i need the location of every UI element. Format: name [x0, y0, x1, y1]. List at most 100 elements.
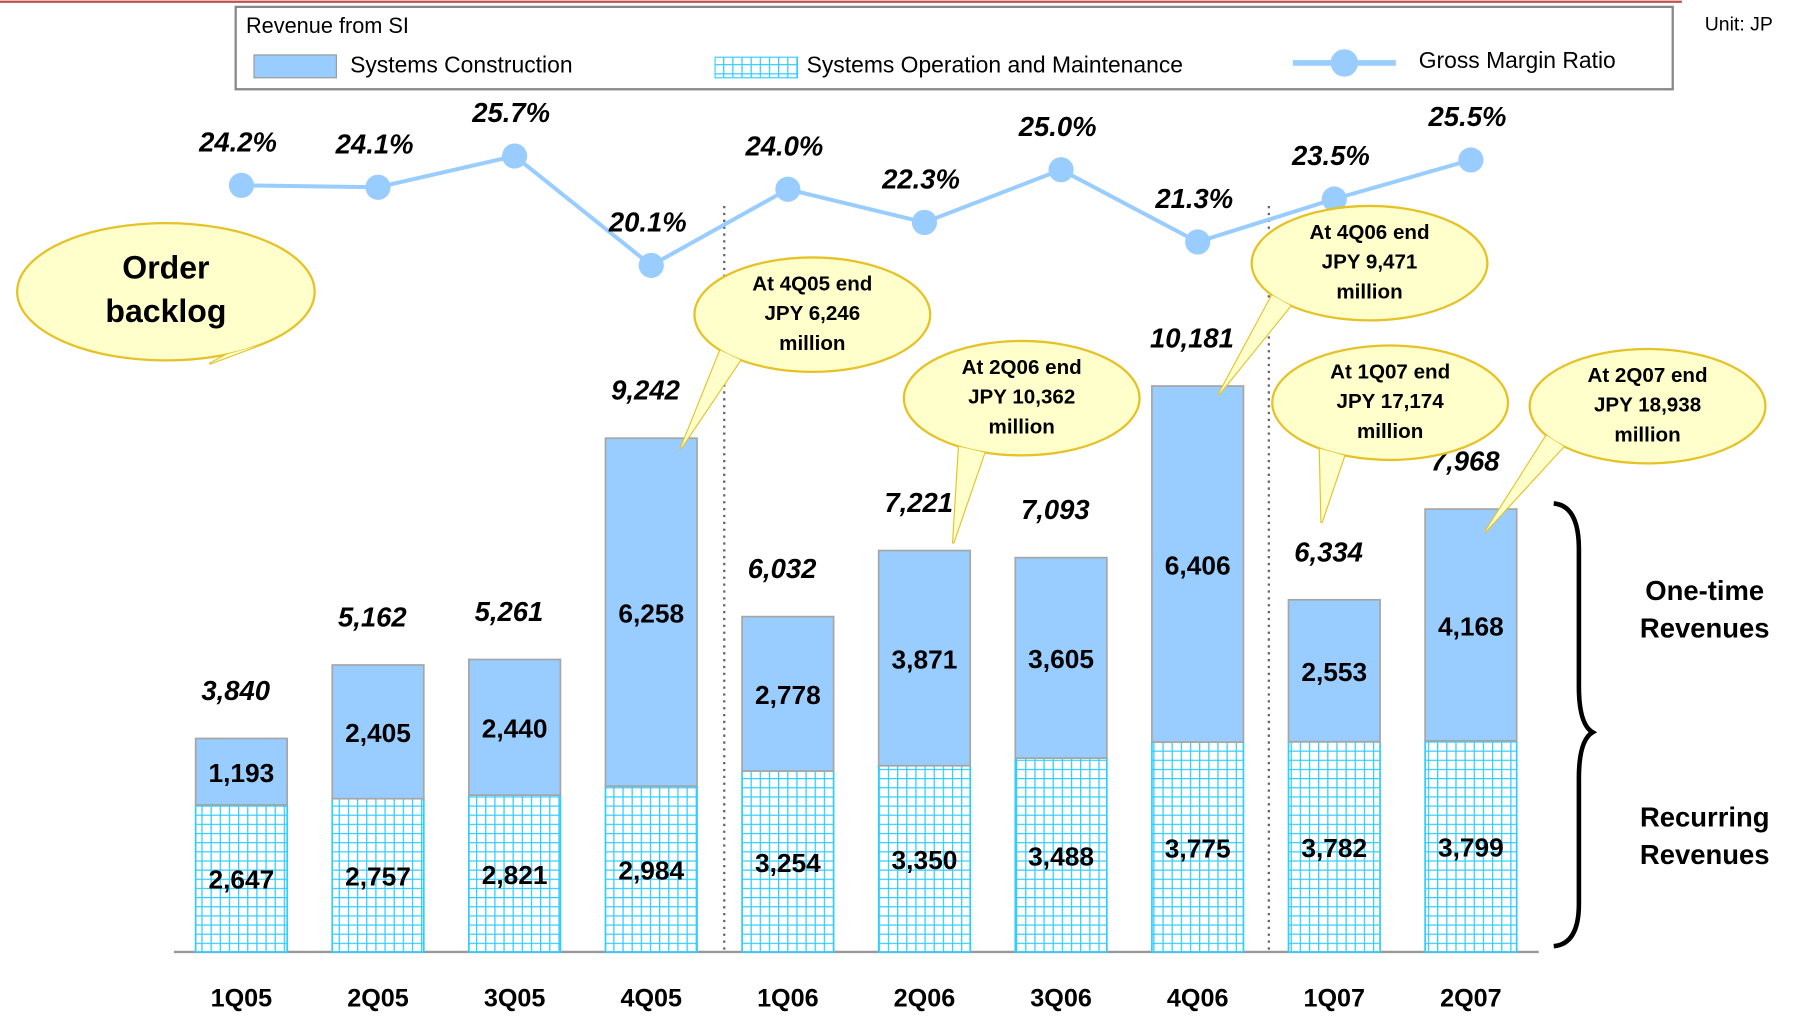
data-label: 24.2%: [198, 126, 277, 157]
bar-segment: [468, 658, 562, 796]
data-label: 3,799: [1438, 833, 1504, 863]
data-label: 24.1%: [335, 128, 414, 159]
line-point: [911, 209, 938, 236]
line-point: [1048, 157, 1074, 183]
x-tick-label: 3Q06: [1030, 985, 1092, 1013]
data-label: 4,168: [1438, 611, 1504, 641]
total-label: 5,162: [338, 601, 407, 632]
bar-segment: [331, 664, 425, 800]
data-label: 2,821: [482, 860, 548, 890]
callout: [693, 256, 932, 373]
bar-segment: [604, 785, 698, 953]
total-label: 7,221: [884, 487, 953, 518]
x-tick-label: 1Q07: [1304, 985, 1366, 1013]
legend-box: [234, 5, 1674, 91]
x-tick-label: 2Q06: [894, 985, 956, 1013]
callout-text: JPY 18,938: [1594, 394, 1701, 417]
callout-text: At 4Q06 end: [1309, 221, 1429, 244]
bar-segment: [877, 549, 972, 767]
callout: [1250, 204, 1489, 322]
callout: [1319, 448, 1345, 523]
bracket-label: Revenues: [1640, 613, 1770, 644]
data-label: 2,778: [755, 680, 821, 710]
line-point: [775, 176, 801, 202]
callout-text: At 2Q07 end: [1588, 364, 1708, 387]
bar-segment: [1014, 757, 1108, 953]
data-label: 3,488: [1028, 841, 1094, 871]
x-tick-label: 2Q07: [1440, 985, 1502, 1013]
callout-text: JPY 9,471: [1322, 251, 1418, 274]
callout-text: million: [1336, 280, 1402, 303]
legend-swatch: [1330, 49, 1359, 77]
legend-title: Revenue from SI: [246, 13, 409, 38]
bracket-label: Recurring: [1640, 801, 1770, 832]
data-label: 3,350: [892, 845, 958, 875]
total-label: 7,093: [1021, 494, 1090, 525]
line-point: [228, 172, 254, 198]
bracket-label: One-time: [1645, 575, 1764, 606]
data-label: 2,647: [209, 865, 275, 895]
data-label: 24.0%: [745, 130, 824, 161]
bar-segment: [741, 770, 835, 953]
data-label: 25.0%: [1018, 111, 1097, 142]
bar-segment: [1424, 508, 1518, 742]
bar-segment: [1151, 385, 1245, 743]
total-label: 3,840: [201, 675, 270, 706]
legend-label: Systems Construction: [350, 51, 572, 77]
data-label: 1,193: [209, 758, 275, 788]
data-label: 3,782: [1301, 833, 1367, 863]
total-label: 9,242: [611, 375, 680, 406]
callout: [16, 221, 316, 362]
data-label: 23.5%: [1291, 140, 1370, 171]
line-point: [1185, 229, 1211, 255]
callout: [953, 446, 985, 544]
bar-segment: [1424, 739, 1518, 953]
data-label: 6,406: [1165, 550, 1231, 580]
callout: [902, 339, 1141, 457]
data-label: 20.1%: [608, 206, 687, 237]
callout-title: backlog: [105, 293, 226, 329]
legend-label: Systems Operation and Maintenance: [807, 51, 1183, 77]
callout: [209, 345, 258, 364]
bar-segment: [741, 615, 835, 772]
callout-text: million: [1357, 420, 1423, 443]
data-label: 3,775: [1165, 833, 1231, 863]
callout-text: million: [779, 332, 845, 355]
unit-label: Unit: JP: [1705, 13, 1773, 35]
callout-text: million: [989, 415, 1055, 438]
callout-text: At 2Q06 end: [962, 356, 1082, 379]
total-label: 10,181: [1150, 322, 1234, 353]
callout-text: JPY 10,362: [968, 386, 1075, 409]
data-label: 3,254: [755, 848, 821, 878]
callout: [1218, 295, 1291, 395]
line-point: [502, 143, 528, 169]
data-label: 3,871: [892, 645, 958, 675]
data-label: 22.3%: [881, 164, 960, 195]
legend-swatch: [714, 56, 799, 79]
callout: [1528, 347, 1767, 465]
callout-text: At 1Q07 end: [1330, 360, 1450, 383]
x-tick-label: 1Q05: [211, 985, 273, 1013]
data-label: 2,405: [345, 718, 411, 748]
line-point: [1321, 186, 1347, 212]
callout-text: JPY 17,174: [1337, 390, 1445, 413]
bracket-label: Revenues: [1640, 839, 1770, 870]
callout-title: Order: [122, 249, 209, 285]
x-tick-label: 4Q06: [1167, 985, 1229, 1013]
data-label: 2,553: [1301, 657, 1367, 687]
total-label: 5,261: [475, 596, 544, 627]
line-point: [1458, 147, 1484, 173]
x-tick-label: 1Q06: [757, 985, 819, 1013]
callout-text: At 4Q05 end: [752, 272, 872, 295]
bar-segment: [1151, 741, 1245, 953]
callout: [680, 350, 741, 449]
total-label: 6,334: [1294, 536, 1363, 567]
legend-swatch: [253, 54, 337, 79]
data-label: 3,605: [1028, 644, 1094, 674]
bar-segment: [604, 437, 698, 787]
bar-segment: [877, 764, 972, 953]
data-label: 25.7%: [471, 97, 550, 128]
x-tick-label: 4Q05: [620, 985, 682, 1013]
legend-label: Gross Margin Ratio: [1419, 47, 1616, 73]
